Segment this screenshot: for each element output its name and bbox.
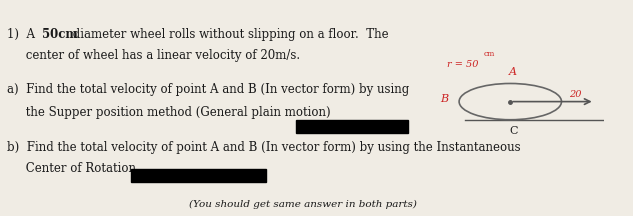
- Text: C: C: [509, 126, 518, 136]
- Bar: [131, 169, 266, 182]
- Text: 1)  A: 1) A: [8, 28, 39, 41]
- Text: diameter wheel rolls without slipping on a floor.  The: diameter wheel rolls without slipping on…: [69, 28, 389, 41]
- Text: 50cm: 50cm: [42, 28, 77, 41]
- Text: 20: 20: [568, 90, 581, 99]
- Text: B: B: [440, 94, 448, 105]
- Text: A: A: [510, 67, 517, 77]
- Text: cm: cm: [483, 50, 494, 58]
- Text: b)  Find the total velocity of point A and B (In vector form) by using the Insta: b) Find the total velocity of point A an…: [8, 141, 521, 154]
- Text: the Supper position method (General plain motion): the Supper position method (General plai…: [8, 106, 331, 119]
- Text: (You should get same answer in both parts): (You should get same answer in both part…: [189, 200, 417, 209]
- Text: r = 50: r = 50: [447, 60, 479, 68]
- Text: a)  Find the total velocity of point A and B (In vector form) by using: a) Find the total velocity of point A an…: [8, 83, 410, 97]
- Text: Center of Rotation: Center of Rotation: [8, 162, 137, 175]
- Bar: [296, 120, 408, 133]
- Text: center of wheel has a linear velocity of 20m/s.: center of wheel has a linear velocity of…: [8, 49, 301, 62]
